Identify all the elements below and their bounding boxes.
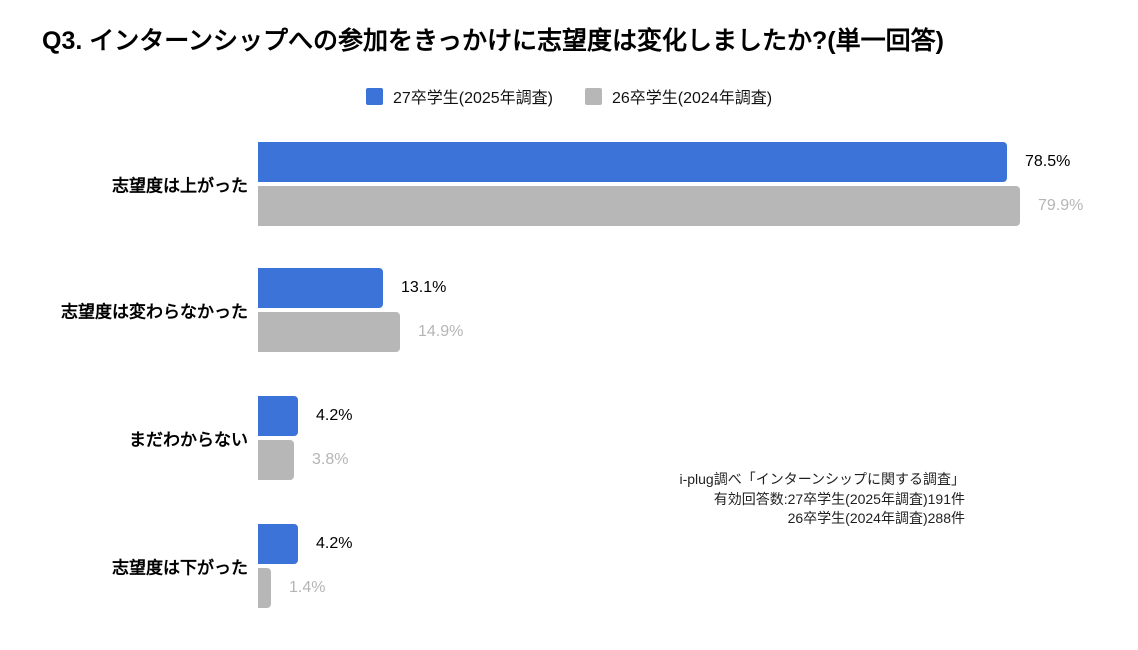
source-note-line: 26卒学生(2024年調査)288件 bbox=[787, 510, 965, 526]
bar bbox=[258, 568, 271, 608]
source-note-line: i-plug調べ「インターンシップに関する調査」 bbox=[679, 471, 965, 487]
chart-title: Q3. インターンシップへの参加をきっかけに志望度は変化しましたか?(単一回答) bbox=[42, 27, 944, 55]
bar bbox=[258, 524, 298, 564]
source-note-line: 有効回答数:27卒学生(2025年調査)191件 bbox=[713, 490, 965, 507]
legend-item-2024-survey: 26卒学生(2024年調査) bbox=[585, 84, 772, 108]
source-note: i-plug調べ「インターンシップに関する調査」 有効回答数:27卒学生(202… bbox=[679, 470, 965, 529]
bar bbox=[258, 312, 400, 352]
legend-label-2025-survey: 27卒学生(2025年調査) bbox=[392, 90, 553, 107]
value-label: 4.2% bbox=[316, 535, 353, 552]
value-label: 13.1% bbox=[401, 279, 447, 296]
legend-swatch-blue bbox=[365, 87, 383, 105]
value-label: 78.5% bbox=[1025, 153, 1071, 170]
category-label: 志望度は変わらなかった bbox=[61, 302, 248, 322]
bar bbox=[258, 440, 294, 480]
value-label: 79.9% bbox=[1038, 197, 1084, 214]
legend-label-2024-survey: 26卒学生(2024年調査) bbox=[612, 90, 773, 107]
legend-item-2025-survey: 27卒学生(2025年調査) bbox=[365, 84, 553, 108]
bar bbox=[258, 186, 1020, 226]
bar bbox=[258, 396, 298, 436]
category-label: 志望度は下がった bbox=[112, 558, 248, 578]
legend-swatch-gray bbox=[585, 87, 602, 105]
legend: 27卒学生(2025年調査) 26卒学生(2024年調査) bbox=[0, 84, 1138, 108]
category-label: 志望度は上がった bbox=[112, 176, 248, 196]
value-label: 14.9% bbox=[418, 323, 464, 340]
value-label: 4.2% bbox=[316, 407, 353, 424]
category-label: まだわからない bbox=[129, 430, 248, 450]
value-label: 1.4% bbox=[289, 579, 326, 596]
bar bbox=[258, 268, 383, 308]
value-label: 3.8% bbox=[312, 451, 349, 468]
bar bbox=[258, 142, 1007, 182]
